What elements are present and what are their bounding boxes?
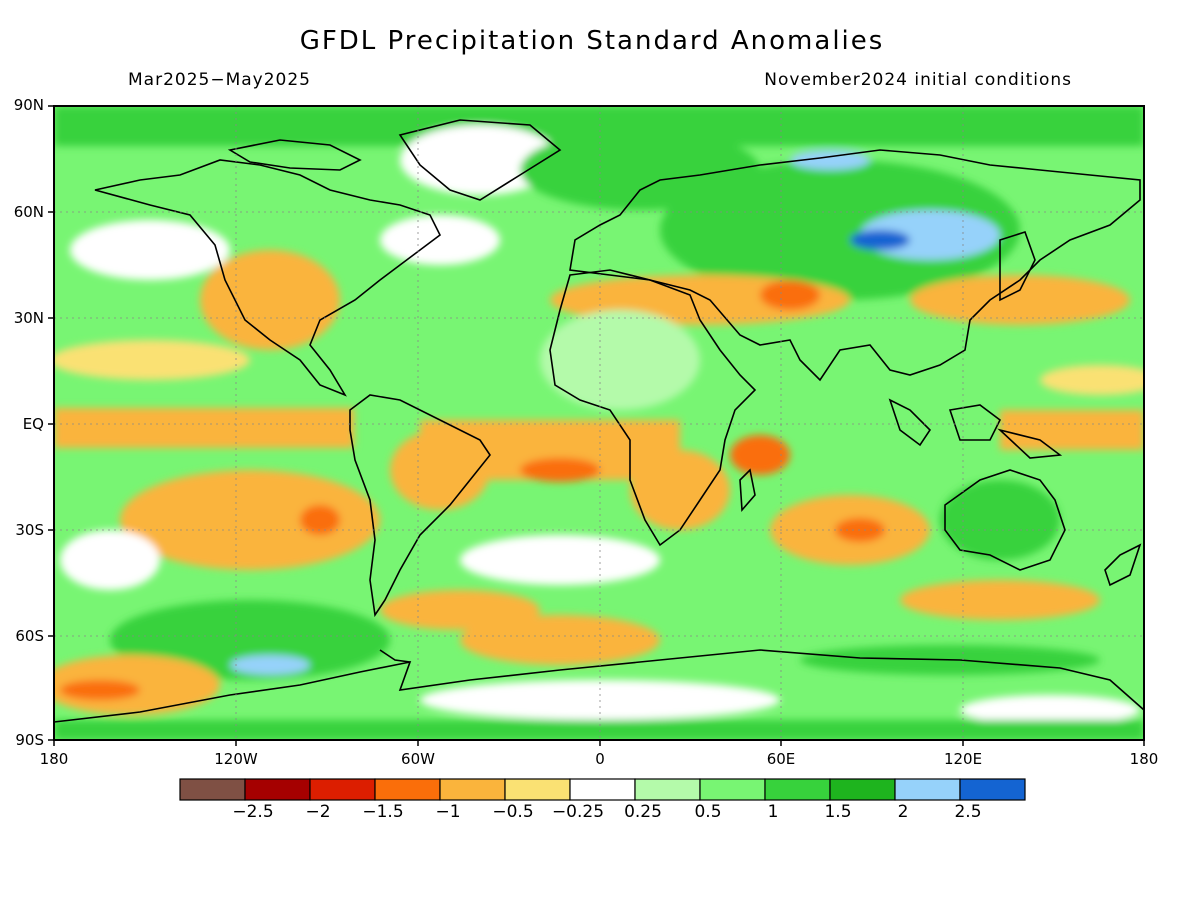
colorbar-swatch bbox=[439, 778, 506, 801]
map-field bbox=[54, 106, 1144, 740]
lat-label-30s: 30S bbox=[15, 521, 44, 539]
colorbar-swatch bbox=[764, 778, 831, 801]
colorbar-swatch bbox=[829, 778, 896, 801]
axis-ticks bbox=[48, 105, 1145, 746]
lat-label-60s: 60S bbox=[15, 627, 44, 645]
colorbar-label: 0.5 bbox=[694, 802, 722, 822]
colorbar-swatch bbox=[569, 778, 636, 801]
colorbar-label: 1.5 bbox=[824, 802, 852, 822]
lat-label-60n: 60N bbox=[13, 203, 44, 221]
lon-label-0: 0 bbox=[595, 750, 605, 768]
lon-label-120w: 120W bbox=[214, 750, 258, 768]
lon-label-180w: 180 bbox=[39, 750, 69, 768]
lon-label-180e: 180 bbox=[1129, 750, 1159, 768]
colorbar-label: 2.5 bbox=[954, 802, 982, 822]
colorbar-swatch bbox=[699, 778, 766, 801]
chart-title: GFDL Precipitation Standard Anomalies bbox=[299, 26, 885, 56]
lat-label-eq: EQ bbox=[22, 415, 44, 433]
colorbar-label: −2.5 bbox=[232, 802, 274, 822]
colorbar-swatch bbox=[504, 778, 571, 801]
colorbar bbox=[179, 778, 1026, 801]
colorbar-swatch bbox=[959, 778, 1026, 801]
lon-label-60w: 60W bbox=[401, 750, 435, 768]
initial-conditions: November2024 initial conditions bbox=[764, 70, 1072, 90]
lat-label-90s: 90S bbox=[15, 731, 44, 749]
lon-label-60e: 60E bbox=[766, 750, 796, 768]
colorbar-label: −2 bbox=[305, 802, 331, 822]
colorbar-swatch bbox=[634, 778, 701, 801]
map-frame bbox=[53, 105, 1145, 741]
forecast-period: Mar2025−May2025 bbox=[128, 70, 311, 90]
lon-label-120e: 120E bbox=[943, 750, 983, 768]
colorbar-swatch bbox=[244, 778, 311, 801]
colorbar-label: 1 bbox=[767, 802, 779, 822]
lat-label-30n: 30N bbox=[13, 309, 44, 327]
colorbar-swatch bbox=[894, 778, 961, 801]
colorbar-label: −1 bbox=[435, 802, 461, 822]
colorbar-label: −0.5 bbox=[492, 802, 534, 822]
colorbar-swatch bbox=[179, 778, 246, 801]
colorbar-swatch bbox=[374, 778, 441, 801]
colorbar-label: 2 bbox=[897, 802, 909, 822]
coastlines bbox=[54, 119, 1144, 723]
graticule bbox=[54, 106, 1144, 740]
colorbar-label: −1.5 bbox=[362, 802, 404, 822]
colorbar-swatch bbox=[309, 778, 376, 801]
lat-label-90n: 90N bbox=[13, 96, 44, 114]
colorbar-label: −0.25 bbox=[551, 802, 605, 822]
colorbar-label: 0.25 bbox=[624, 802, 662, 822]
